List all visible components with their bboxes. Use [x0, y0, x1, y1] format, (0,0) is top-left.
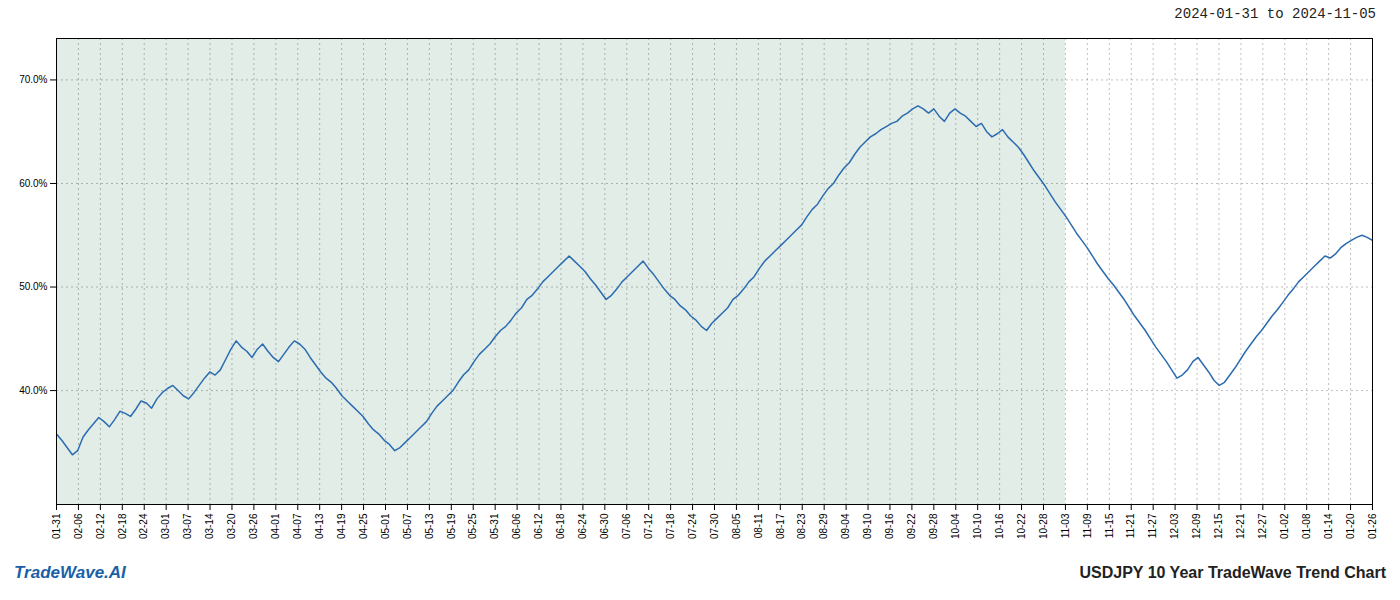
svg-text:10-22: 10-22 [1016, 513, 1027, 539]
svg-text:12-27: 12-27 [1257, 513, 1268, 539]
svg-text:40.0%: 40.0% [19, 385, 47, 396]
svg-text:09-16: 09-16 [884, 513, 895, 539]
svg-text:60.0%: 60.0% [19, 178, 47, 189]
svg-text:08-29: 08-29 [818, 513, 829, 539]
svg-text:02-24: 02-24 [138, 513, 149, 539]
svg-text:04-19: 04-19 [336, 513, 347, 539]
svg-text:01-31: 01-31 [51, 513, 62, 539]
svg-text:08-11: 08-11 [753, 513, 764, 538]
svg-text:12-21: 12-21 [1235, 513, 1246, 539]
svg-text:10-16: 10-16 [994, 513, 1005, 539]
svg-text:03-20: 03-20 [226, 513, 237, 539]
svg-text:11-09: 11-09 [1082, 513, 1093, 538]
svg-text:70.0%: 70.0% [19, 74, 47, 85]
svg-text:05-13: 05-13 [424, 513, 435, 539]
svg-text:04-01: 04-01 [270, 513, 281, 539]
svg-text:03-14: 03-14 [204, 513, 215, 539]
svg-text:11-27: 11-27 [1147, 513, 1158, 538]
svg-text:07-06: 07-06 [621, 513, 632, 539]
svg-text:02-12: 02-12 [95, 513, 106, 539]
svg-text:09-10: 09-10 [862, 513, 873, 539]
svg-text:11-21: 11-21 [1125, 513, 1136, 538]
svg-text:11-15: 11-15 [1104, 513, 1115, 538]
svg-text:06-06: 06-06 [511, 513, 522, 539]
svg-text:12-15: 12-15 [1213, 513, 1224, 539]
svg-text:04-25: 04-25 [358, 513, 369, 539]
svg-text:08-17: 08-17 [775, 513, 786, 539]
svg-text:10-28: 10-28 [1038, 513, 1049, 539]
svg-text:05-19: 05-19 [446, 513, 457, 539]
svg-text:03-01: 03-01 [160, 513, 171, 539]
svg-text:07-24: 07-24 [687, 513, 698, 539]
svg-text:05-31: 05-31 [489, 513, 500, 539]
html-text:USDJPY 10 Year TradeWave Trend: USDJPY 10 Year TradeWave Trend Chart [1079, 564, 1386, 581]
svg-text:09-22: 09-22 [906, 513, 917, 539]
svg-text:03-07: 03-07 [182, 513, 193, 539]
svg-text:10-10: 10-10 [972, 513, 983, 539]
svg-text:08-05: 08-05 [731, 513, 742, 539]
svg-text:01-26: 01-26 [1367, 513, 1378, 539]
svg-text:06-18: 06-18 [555, 513, 566, 539]
svg-text:06-24: 06-24 [577, 513, 588, 539]
svg-text:05-01: 05-01 [380, 513, 391, 539]
svg-text:03-26: 03-26 [248, 513, 259, 539]
svg-text:12-09: 12-09 [1191, 513, 1202, 539]
svg-text:50.0%: 50.0% [19, 281, 47, 292]
svg-text:01-20: 01-20 [1345, 513, 1356, 539]
svg-text:05-07: 05-07 [402, 513, 413, 539]
svg-text:01-14: 01-14 [1323, 513, 1334, 539]
svg-text:01-08: 01-08 [1301, 513, 1312, 539]
svg-text:10-04: 10-04 [950, 513, 961, 539]
svg-text:01-02: 01-02 [1279, 513, 1290, 539]
svg-text:07-30: 07-30 [709, 513, 720, 539]
svg-text:06-30: 06-30 [599, 513, 610, 539]
html-text:TradeWave.AI: TradeWave.AI [14, 563, 126, 582]
svg-text:08-23: 08-23 [796, 513, 807, 539]
svg-text:02-06: 02-06 [73, 513, 84, 539]
svg-text:07-18: 07-18 [665, 513, 676, 539]
svg-text:04-13: 04-13 [314, 513, 325, 539]
svg-text:05-25: 05-25 [467, 513, 478, 539]
svg-text:07-12: 07-12 [643, 513, 654, 539]
svg-text:12-03: 12-03 [1169, 513, 1180, 539]
html-text:2024-01-31 to 2024-11-05: 2024-01-31 to 2024-11-05 [1174, 6, 1376, 22]
svg-text:06-12: 06-12 [533, 513, 544, 539]
svg-text:04-07: 04-07 [292, 513, 303, 539]
svg-text:09-28: 09-28 [928, 513, 939, 539]
svg-text:11-03: 11-03 [1060, 513, 1071, 538]
svg-text:02-18: 02-18 [117, 513, 128, 539]
svg-text:09-04: 09-04 [840, 513, 851, 539]
